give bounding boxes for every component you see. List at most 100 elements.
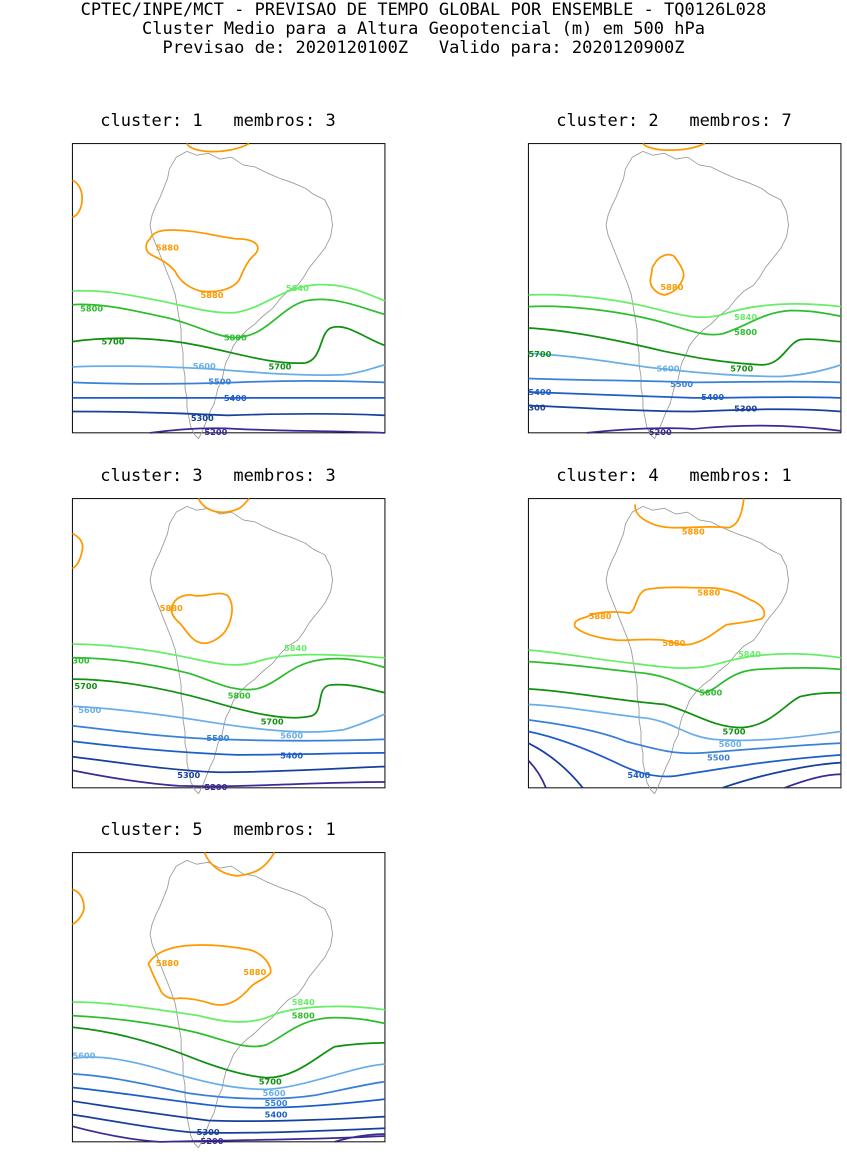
contour-5500: [72, 1073, 386, 1100]
contour-label: 5400: [265, 1110, 288, 1120]
contour-label: 5300: [197, 1127, 220, 1137]
contour-label: 5800: [224, 333, 247, 343]
contour-5300: [72, 1113, 385, 1134]
contour-label: 5300: [191, 413, 214, 423]
panel-title: cluster: 3 membros: 3: [100, 466, 336, 486]
contour-label: 5600: [719, 739, 742, 749]
contour-5500: [72, 380, 385, 385]
contour-5800: [72, 656, 386, 691]
contour-label: 5700: [268, 362, 291, 372]
contour-label: 5700: [259, 1077, 282, 1087]
contour-label: 5600: [193, 361, 216, 371]
contour-label: 5600: [657, 364, 680, 374]
panel-title: cluster: 5 membros: 1: [100, 820, 336, 840]
contour-label: 5400: [280, 751, 303, 761]
contour-5200: [72, 1125, 385, 1143]
cluster-panel-2: cluster: 2 membros: 7 15N10N5NEQ5S10S15S…: [509, 111, 842, 451]
map-axes: 15N10N5NEQ5S10S15S20S25S30S35S40S45S50S5…: [71, 498, 386, 789]
contour-5880: [147, 944, 272, 1006]
contour-5600: [72, 364, 386, 376]
contour-label: 5700: [528, 349, 551, 359]
contour-label: 5200: [204, 782, 227, 792]
cluster-panel-1: cluster: 1 membros: 3 15N10N5NEQ5S10S15S…: [53, 111, 386, 451]
contour-label: 5700: [730, 364, 753, 374]
contour-label: 5840: [738, 649, 761, 659]
contour-5880: [71, 532, 84, 570]
contour-5700: [72, 1026, 385, 1079]
cluster-panel-3: cluster: 3 membros: 3 15N10N5NEQ5S10S15S…: [53, 466, 386, 806]
contour-label: 5880: [589, 611, 612, 621]
figure-title-line-3: Previsao de: 2020120100Z Valido para: 20…: [162, 38, 685, 58]
contour-5880: [72, 179, 83, 219]
contour-label: 5880: [156, 958, 179, 968]
contour-5500: [528, 719, 841, 755]
contour-5300: [72, 410, 385, 417]
panel-title: cluster: 4 membros: 1: [556, 466, 792, 486]
cluster-map: 15N10N5NEQ5S10S15S20S25S30S35S40S45S50S5…: [71, 852, 386, 1149]
contour-5700: [72, 325, 386, 365]
contour-5880: [186, 142, 250, 153]
map-frame: 15N10N5NEQ5S10S15S20S25S30S35S40S45S50S5…: [71, 143, 386, 434]
coastlines-south-america: [605, 150, 789, 440]
contour-label: 5840: [286, 283, 309, 293]
contour-label: 5880: [682, 527, 705, 537]
contour-label: 5300: [734, 403, 757, 413]
contour-label: 5840: [292, 997, 315, 1007]
contour-labels: 5880 5880 5840 5800 5800 5700 5700 5600 …: [80, 242, 309, 436]
contour-5800: [528, 305, 842, 336]
contour-5300: [722, 761, 841, 789]
contour-5800: [72, 298, 386, 339]
contour-5880: [573, 586, 766, 646]
contour-labels: 5880 5840 5800 5700 5700 5600 5500 5400 …: [528, 282, 757, 437]
contour-5700: [528, 687, 841, 729]
contour-label: 5840: [734, 312, 757, 322]
contour-label: 300: [528, 402, 545, 412]
contour-label: 5700: [261, 717, 284, 727]
contour-lines: [528, 142, 842, 434]
map-frame: 15N10N5NEQ5S10S15S20S25S30S35S40S45S50S5…: [527, 143, 842, 434]
contour-5500: [72, 724, 385, 742]
cluster-panel-4: cluster: 4 membros: 1 15N10N5NEQ5S10S15S…: [509, 466, 842, 806]
contour-label: 5800: [734, 327, 757, 337]
panel-title: cluster: 1 membros: 3: [100, 111, 336, 131]
contour-5500: [528, 377, 841, 384]
contour-5880: [71, 888, 85, 926]
map-frame: 15N10N5NEQ5S10S15S20S25S30S35S40S45S50S5…: [71, 498, 386, 789]
cluster-map: 15N10N5NEQ5S10S15S20S25S30S35S40S45S50S5…: [71, 142, 386, 440]
contour-label: 5840: [284, 643, 307, 653]
contour-5840: [72, 283, 386, 314]
contour-label: 5200: [649, 427, 672, 437]
contour-label: 5500: [265, 1098, 288, 1108]
map-frame: 15N10N5NEQ5S10S15S20S25S30S35S40S45S50S5…: [527, 498, 842, 789]
coastlines-south-america: [149, 150, 333, 440]
contour-label: 5800: [292, 1011, 315, 1021]
contour-5400: [528, 730, 842, 778]
contour-5840: [528, 649, 842, 669]
contour-label: 5600: [72, 1050, 95, 1060]
contour-label: 5600: [280, 730, 303, 740]
contour-5880: [203, 852, 276, 877]
contour-label: 5300: [177, 770, 200, 780]
contour-5880: [634, 498, 745, 529]
figure-title-line-1: CPTEC/INPE/MCT - PREVISAO DE TEMPO GLOBA…: [80, 0, 767, 20]
contour-lines: [71, 852, 386, 1143]
cluster-map: 15N10N5NEQ5S10S15S20S25S30S35S40S45S50S5…: [71, 497, 386, 795]
contour-5200: [586, 424, 842, 434]
contour-5880: [197, 497, 250, 514]
contour-5880: [649, 253, 685, 296]
contour-5200: [784, 773, 841, 789]
contour-label: 5200: [201, 1136, 224, 1146]
contour-label: 5400: [224, 393, 247, 403]
coastlines-south-america: [149, 505, 333, 795]
contour-label: 5880: [697, 588, 720, 598]
map-axes: 15N10N5NEQ5S10S15S20S25S30S35S40S45S50S5…: [527, 498, 842, 789]
contour-5840: [72, 1001, 386, 1023]
contour-label: 5600: [263, 1088, 286, 1098]
map-axes: 15N10N5NEQ5S10S15S20S25S30S35S40S45S50S5…: [71, 143, 386, 434]
contour-5600: [72, 1056, 385, 1091]
map-axes: 15N10N5NEQ5S10S15S20S25S30S35S40S45S50S5…: [527, 143, 842, 434]
contour-5300: [72, 755, 385, 774]
contour-label: 5700: [74, 681, 97, 691]
contour-labels: 5880 5840 5800 300 5700 5700 5600 5600 5…: [72, 603, 307, 792]
contour-lines: [71, 497, 386, 788]
